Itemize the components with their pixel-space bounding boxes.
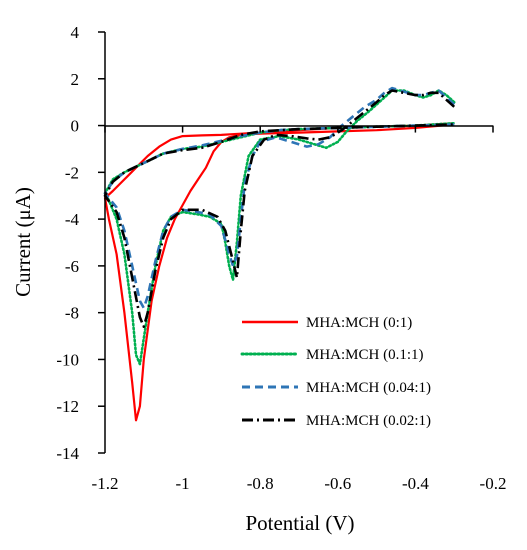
y-tick-label: 4: [71, 23, 80, 42]
axes: [98, 31, 494, 454]
y-tick-label: -14: [56, 444, 79, 463]
y-tick-label: -8: [65, 304, 79, 323]
legend-label-2: MHA:MCH (0.04:1): [306, 380, 431, 396]
x-ticks: [104, 125, 494, 133]
series-line-0: [103, 122, 455, 422]
series-line-2: [103, 86, 456, 310]
y-tick-label: -4: [65, 210, 80, 229]
x-tick-labels: -1.2 -1 -0.8 -0.6 -0.4 -0.2: [92, 474, 507, 493]
y-tick-label: -2: [65, 163, 79, 182]
x-tick-label: -0.8: [247, 474, 274, 493]
x-tick-label: -0.4: [402, 474, 429, 493]
y-tick-label: -6: [65, 257, 79, 276]
legend-label-0: MHA:MCH (0:1): [306, 315, 412, 331]
legend-label-3: MHA:MCH (0.02:1): [306, 413, 431, 429]
y-tick-label: -10: [56, 350, 79, 369]
plot-lines: [103, 86, 456, 422]
x-tick-label: -1: [176, 474, 190, 493]
x-tick-label: -0.2: [480, 474, 507, 493]
y-tick-labels: 4 2 0 -2 -4 -6 -8 -10 -12 -14: [56, 23, 79, 463]
x-axis-title: Potential (V): [245, 511, 354, 535]
legend: MHA:MCH (0:1) MHA:MCH (0.1:1) MHA:MCH (0.0…: [240, 315, 431, 429]
series-line-3: [103, 89, 456, 328]
legend-label-1: MHA:MCH (0.1:1): [306, 347, 424, 363]
x-tick-label: -0.6: [324, 474, 351, 493]
y-tick-label: -12: [56, 397, 79, 416]
y-ticks: [98, 31, 105, 454]
y-tick-label: 0: [71, 117, 80, 136]
x-tick-label: -1.2: [92, 474, 119, 493]
y-axis-title: Current (μA): [11, 187, 35, 297]
y-tick-label: 2: [71, 70, 80, 89]
